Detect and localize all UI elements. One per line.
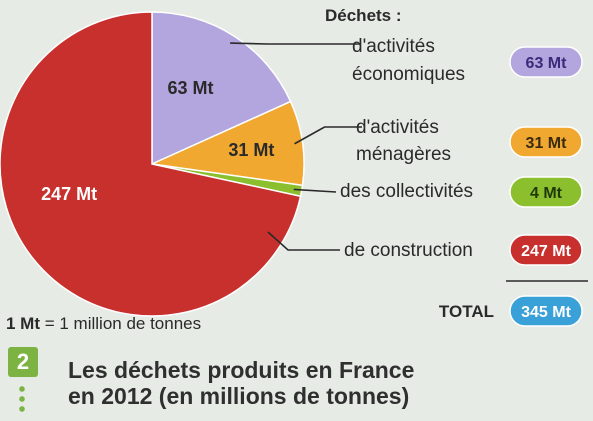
leader-line-de-construction bbox=[267, 231, 340, 251]
slice-value-label-de-construction: 247 Mt bbox=[41, 184, 97, 204]
figure-number: 2 bbox=[8, 347, 38, 377]
figure-title: Les déchets produits en France en 2012 (… bbox=[68, 357, 414, 409]
total-badge-text: 345 Mt bbox=[521, 304, 571, 321]
leader-line-d-activites-menageres bbox=[294, 126, 362, 145]
category-label-d-activites-economiques: d'activités bbox=[352, 36, 435, 57]
value-badge-text-d-activites-menageres: 31 Mt bbox=[526, 135, 568, 152]
value-badge-text-des-collectivites: 4 Mt bbox=[530, 185, 563, 202]
category-label-des-collectivites: des collectivités bbox=[340, 181, 473, 202]
unit-note-text: = 1 million de tonnes bbox=[40, 314, 202, 333]
figure-title-line2: en 2012 (en millions de tonnes) bbox=[68, 383, 410, 409]
legend-heading: Déchets : bbox=[325, 6, 402, 25]
figure-dots bbox=[19, 384, 25, 414]
value-badge-d-activites-menageres bbox=[509, 126, 583, 158]
category-label-d-activites-menageres: d'activités bbox=[356, 117, 439, 138]
total-badge bbox=[509, 295, 583, 327]
pie-slice-d-activites-economiques bbox=[151, 11, 292, 166]
value-badge-text-d-activites-economiques: 63 Mt bbox=[526, 55, 568, 72]
figure-title-line1: Les déchets produits en France bbox=[68, 357, 415, 383]
total-label: TOTAL bbox=[439, 302, 494, 321]
pie-slice-de-construction bbox=[0, 11, 302, 317]
pie-slice-d-activites-menageres bbox=[149, 100, 305, 187]
unit-note-prefix: 1 Mt bbox=[6, 314, 40, 333]
category-label-line2-d-activites-menageres: ménagères bbox=[356, 144, 451, 165]
leader-line-d-activites-economiques bbox=[230, 42, 360, 45]
slice-value-label-d-activites-menageres: 31 Mt bbox=[228, 140, 274, 160]
category-label-line2-d-activites-economiques: économiques bbox=[352, 64, 465, 85]
value-badge-d-activites-economiques bbox=[509, 46, 583, 78]
slice-value-label-d-activites-economiques: 63 Mt bbox=[167, 78, 213, 98]
unit-note: 1 Mt = 1 million de tonnes bbox=[6, 314, 201, 334]
value-badge-de-construction bbox=[509, 234, 583, 266]
value-badge-text-de-construction: 247 Mt bbox=[521, 243, 571, 260]
leader-line-des-collectivites bbox=[293, 188, 337, 193]
value-badge-des-collectivites bbox=[509, 176, 583, 208]
category-label-de-construction: de construction bbox=[344, 240, 473, 261]
